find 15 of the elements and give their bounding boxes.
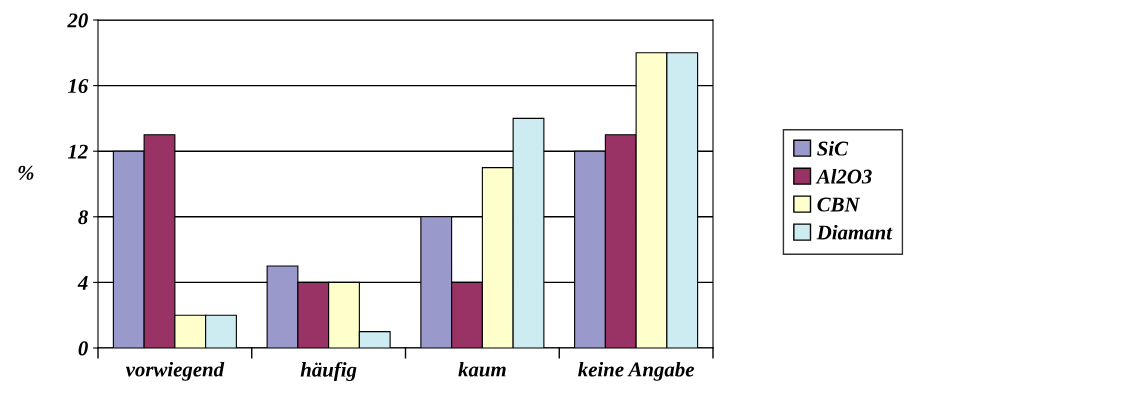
- y-tick-label: 12: [67, 144, 88, 159]
- y-tick-label: 20: [67, 13, 88, 28]
- y-tick-label: 4: [77, 275, 88, 290]
- legend-label: CBN: [817, 197, 861, 212]
- x-tick-label: vorwiegend: [125, 361, 225, 381]
- y-tick-label: 8: [78, 210, 88, 225]
- y-axis-title: %: [18, 165, 34, 180]
- x-tick-label: häufig: [300, 361, 357, 381]
- y-tick-label: 0: [78, 341, 88, 356]
- y-tick-label: 16: [67, 79, 89, 94]
- legend-label: SiC: [817, 140, 849, 156]
- x-tick-label: kaum: [458, 361, 506, 377]
- x-tick-label: keine Angabe: [578, 361, 695, 381]
- legend-label: Diamant: [816, 224, 893, 240]
- legend-label: Al2O3: [815, 168, 872, 184]
